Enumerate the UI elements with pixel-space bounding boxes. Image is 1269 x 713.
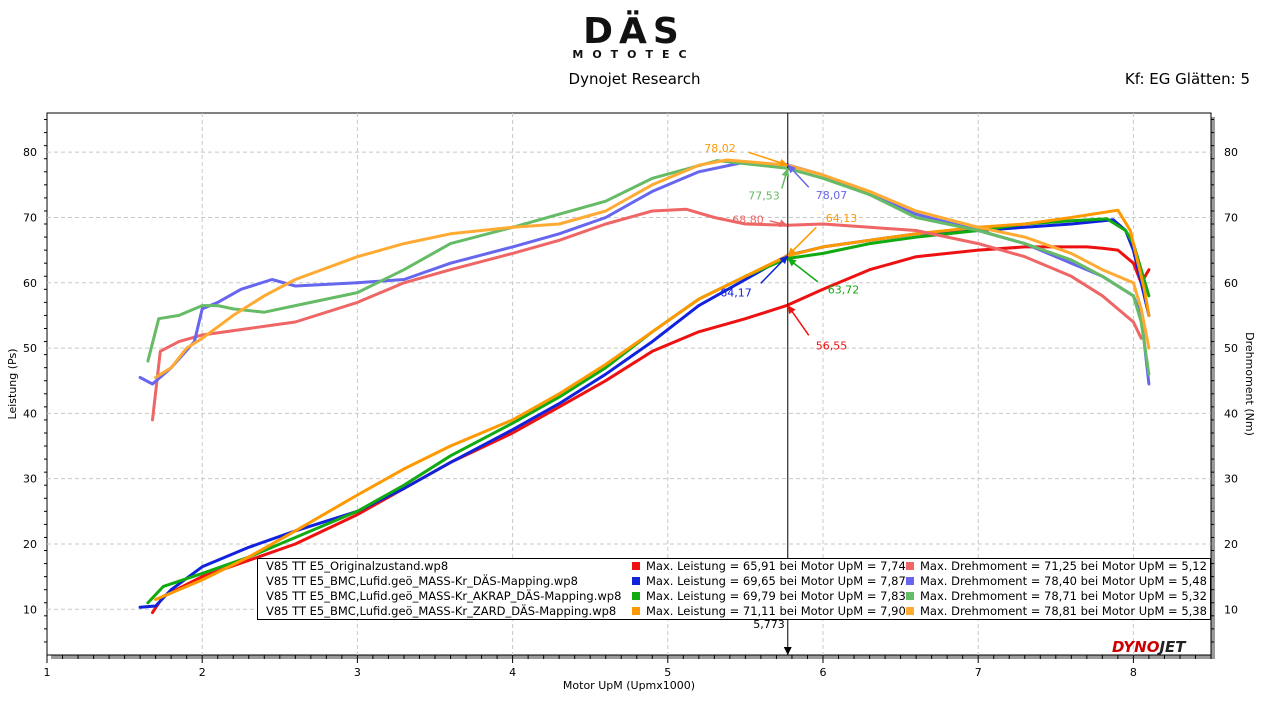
series-line-4 bbox=[151, 207, 1143, 422]
x-tick-label: 3 bbox=[354, 666, 361, 679]
legend-max-power-text: Max. Leistung = 69,79 bei Motor UpM = 7,… bbox=[646, 589, 906, 603]
y-left-tick-label: 70 bbox=[23, 211, 37, 224]
x-tick-label: 4 bbox=[509, 666, 516, 679]
legend-max-torque-text: Max. Drehmoment = 78,81 bei Motor UpM = … bbox=[920, 604, 1207, 618]
y-right-tick-label: 80 bbox=[1224, 146, 1238, 159]
legend-torque-swatch bbox=[906, 607, 914, 615]
cursor-value-label: 64,17 bbox=[720, 287, 752, 300]
chart-subtitle: Dynojet Research bbox=[568, 70, 701, 88]
logo-main-text: DÄS bbox=[583, 11, 685, 52]
legend-max-power-text: Max. Leistung = 69,65 bei Motor UpM = 7,… bbox=[646, 574, 906, 588]
y-axis-label-right: Drehmoment (Nm) bbox=[1243, 332, 1256, 436]
legend-row: V85 TT E5_BMC,Lufid.geö_MASS-Kr_ZARD_DÄS… bbox=[258, 604, 1210, 619]
legend-max-torque-text: Max. Drehmoment = 71,25 bei Motor UpM = … bbox=[920, 559, 1207, 573]
legend-power-swatch bbox=[632, 562, 640, 570]
dynojet-logo-a: DYNO bbox=[1112, 638, 1160, 656]
y-right-tick-label: 40 bbox=[1224, 407, 1238, 420]
y-left-tick-label: 20 bbox=[23, 538, 37, 551]
legend-max-torque: Max. Drehmoment = 78,81 bei Motor UpM = … bbox=[906, 604, 1207, 619]
cursor-value-arrowhead bbox=[787, 164, 797, 174]
legend-row: V85 TT E5_Originalzustand.wp8 Max. Leistu… bbox=[258, 559, 1210, 574]
legend-max-power-text: Max. Leistung = 71,11 bei Motor UpM = 7,… bbox=[646, 604, 906, 618]
legend-max-power: Max. Leistung = 65,91 bei Motor UpM = 7,… bbox=[632, 559, 906, 574]
cursor-value-arrowhead bbox=[787, 247, 797, 256]
legend-torque-swatch bbox=[906, 562, 914, 570]
series-line-7 bbox=[154, 158, 1151, 379]
y-right-tick-label: 10 bbox=[1224, 603, 1238, 616]
legend-max-power: Max. Leistung = 69,65 bei Motor UpM = 7,… bbox=[632, 574, 906, 589]
legend-row: V85 TT E5_BMC,Lufid.geö_MASS-Kr_AKRAP_DÄ… bbox=[258, 589, 1210, 604]
cursor-value-label: 78,07 bbox=[816, 189, 848, 202]
series-line-0 bbox=[151, 245, 1151, 615]
das-mototec-logo: DÄS MOTOTEC bbox=[548, 11, 720, 62]
legend-file-name: V85 TT E5_BMC,Lufid.geö_MASS-Kr_DÄS-Mapp… bbox=[266, 574, 578, 588]
y-right-tick-label: 70 bbox=[1224, 211, 1238, 224]
cursor-value-arrowhead bbox=[779, 255, 788, 265]
cursor-x-label: 5,773 bbox=[753, 618, 785, 631]
y-left-tick-label: 30 bbox=[23, 473, 37, 486]
series-line-3 bbox=[154, 208, 1151, 601]
x-tick-label: 8 bbox=[1130, 666, 1137, 679]
y-right-tick-label: 30 bbox=[1224, 473, 1238, 486]
smoothing-info: Kf: EG Glätten: 5 bbox=[1124, 70, 1250, 88]
legend-max-power-text: Max. Leistung = 65,91 bei Motor UpM = 7,… bbox=[646, 559, 906, 573]
y-left-tick-label: 10 bbox=[23, 603, 37, 616]
cursor-value-label: 68,80 bbox=[732, 213, 764, 226]
legend-max-torque: Max. Drehmoment = 78,40 bei Motor UpM = … bbox=[906, 574, 1207, 589]
legend-file-name: V85 TT E5_Originalzustand.wp8 bbox=[266, 559, 449, 573]
cursor-value-arrowhead bbox=[787, 305, 796, 315]
cursor-value-arrowhead bbox=[781, 168, 790, 178]
cursor-value-arrowhead bbox=[787, 258, 797, 267]
x-tick-label: 1 bbox=[44, 666, 51, 679]
legend-torque-swatch bbox=[906, 577, 914, 585]
legend-max-power: Max. Leistung = 71,11 bei Motor UpM = 7,… bbox=[632, 604, 906, 619]
legend-torque-swatch bbox=[906, 592, 914, 600]
legend-max-torque: Max. Drehmoment = 71,25 bei Motor UpM = … bbox=[906, 559, 1207, 574]
x-tick-label: 6 bbox=[820, 666, 827, 679]
series-line-1 bbox=[138, 218, 1151, 609]
cursor-value-label: 56,55 bbox=[816, 339, 848, 352]
legend-power-swatch bbox=[632, 607, 640, 615]
dynojet-logo-b: JET bbox=[1159, 638, 1186, 656]
cursor-value-arrowhead bbox=[779, 219, 788, 228]
cursor-arrow bbox=[783, 647, 792, 655]
x-axis-label: Motor UpM (Upmx1000) bbox=[563, 679, 695, 692]
chart-legend: V85 TT E5_Originalzustand.wp8 Max. Leistu… bbox=[257, 558, 1211, 620]
cursor-value-arrowhead bbox=[778, 158, 788, 167]
y-right-tick-label: 60 bbox=[1224, 277, 1238, 290]
cursor-value-label: 78,02 bbox=[704, 142, 736, 155]
y-left-tick-label: 50 bbox=[23, 342, 37, 355]
legend-max-torque-text: Max. Drehmoment = 78,40 bei Motor UpM = … bbox=[920, 574, 1207, 588]
legend-max-power: Max. Leistung = 69,79 bei Motor UpM = 7,… bbox=[632, 589, 906, 604]
legend-row: V85 TT E5_BMC,Lufid.geö_MASS-Kr_DÄS-Mapp… bbox=[258, 574, 1210, 589]
x-tick-label: 2 bbox=[199, 666, 206, 679]
y-right-tick-label: 50 bbox=[1224, 342, 1238, 355]
cursor-value-label: 63,72 bbox=[828, 283, 860, 296]
cursor-value-label: 77,53 bbox=[748, 189, 780, 202]
cursor-value-label: 64,13 bbox=[826, 212, 858, 225]
logo-sub-text: MOTOTEC bbox=[572, 48, 696, 61]
y-right-tick-label: 20 bbox=[1224, 538, 1238, 551]
y-left-tick-label: 80 bbox=[23, 146, 37, 159]
x-tick-label: 5 bbox=[664, 666, 671, 679]
legend-power-swatch bbox=[632, 577, 640, 585]
x-tick-label: 7 bbox=[975, 666, 982, 679]
legend-power-swatch bbox=[632, 592, 640, 600]
legend-max-torque-text: Max. Drehmoment = 78,71 bei Motor UpM = … bbox=[920, 589, 1207, 603]
y-left-tick-label: 40 bbox=[23, 407, 37, 420]
legend-max-torque: Max. Drehmoment = 78,71 bei Motor UpM = … bbox=[906, 589, 1207, 604]
y-axis-label-left: Leistung (Ps) bbox=[6, 349, 19, 420]
legend-file-name: V85 TT E5_BMC,Lufid.geö_MASS-Kr_AKRAP_DÄ… bbox=[266, 589, 622, 603]
dynojet-logo: DYNOJET bbox=[1112, 638, 1186, 656]
y-left-tick-label: 60 bbox=[23, 277, 37, 290]
legend-file-name: V85 TT E5_BMC,Lufid.geö_MASS-Kr_ZARD_DÄS… bbox=[266, 604, 617, 618]
series-line-6 bbox=[146, 159, 1151, 376]
